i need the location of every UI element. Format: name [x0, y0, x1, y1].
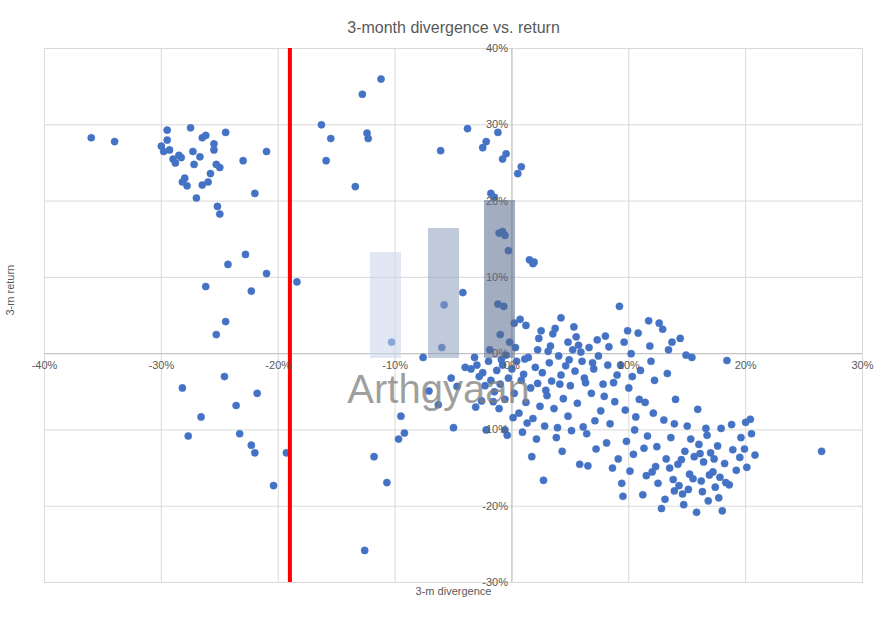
svg-text:10%: 10%: [486, 271, 508, 283]
svg-text:Arthgyaan: Arthgyaan: [347, 367, 529, 411]
svg-text:-20%: -20%: [482, 500, 508, 512]
svg-text:-10%: -10%: [482, 423, 508, 435]
svg-text:0%: 0%: [504, 359, 520, 372]
svg-text:-30%: -30%: [149, 359, 175, 371]
svg-text:40%: 40%: [486, 42, 508, 54]
svg-text:30%: 30%: [486, 118, 508, 130]
svg-text:-10%: -10%: [382, 359, 408, 372]
svg-text:3-m return: 3-m return: [4, 265, 16, 316]
svg-text:3-m divergence: 3-m divergence: [416, 585, 492, 597]
svg-text:3-month divergence vs. return: 3-month divergence vs. return: [347, 19, 560, 36]
svg-text:30%: 30%: [851, 359, 873, 371]
svg-text:10%: 10%: [618, 359, 640, 371]
svg-text:20%: 20%: [486, 195, 508, 207]
svg-text:-30%: -30%: [482, 576, 508, 588]
svg-text:20%: 20%: [735, 359, 757, 371]
svg-text:0%: 0%: [492, 347, 508, 359]
svg-text:-40%: -40%: [32, 359, 58, 371]
svg-text:-20%: -20%: [265, 359, 291, 371]
